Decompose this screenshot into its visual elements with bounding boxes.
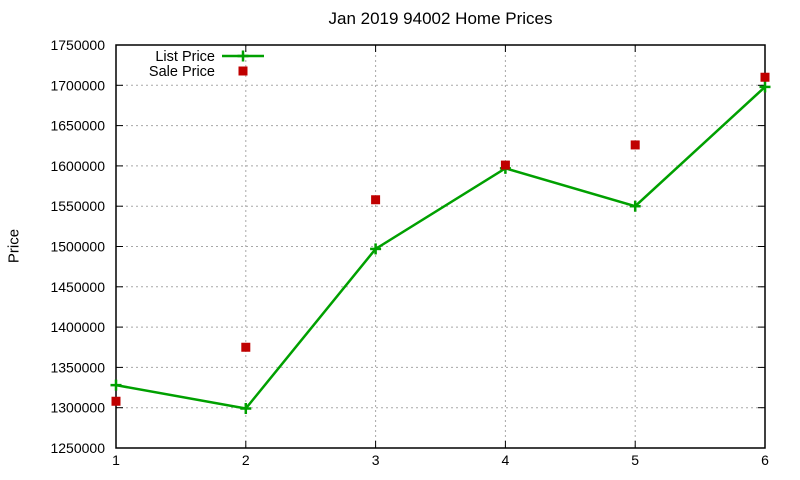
y-tick-label: 1750000 <box>50 37 105 53</box>
y-tick-label: 1400000 <box>50 319 105 335</box>
y-tick-label: 1250000 <box>50 440 105 456</box>
y-tick-label: 1500000 <box>50 239 105 255</box>
marker-square-sale-price <box>630 140 640 150</box>
y-tick-label: 1300000 <box>50 400 105 416</box>
y-tick-label: 1550000 <box>50 198 105 214</box>
marker-square-sale-price <box>371 195 381 205</box>
x-tick-label: 5 <box>631 452 639 468</box>
y-tick-label: 1650000 <box>50 118 105 134</box>
marker-square-sale-price <box>760 72 770 82</box>
marker-square-sale-price <box>241 342 251 352</box>
marker-square-sale-price <box>111 396 121 406</box>
y-tick-label: 1350000 <box>50 359 105 375</box>
y-tick-label: 1700000 <box>50 77 105 93</box>
plot-border <box>115 44 766 449</box>
legend-label-list-price: List Price <box>155 49 215 65</box>
y-tick-label: 1450000 <box>50 279 105 295</box>
chart-title: Jan 2019 94002 Home Prices <box>328 9 553 28</box>
x-tick-label: 6 <box>761 452 769 468</box>
x-tick-label: 3 <box>372 452 380 468</box>
legend-label-sale-price: Sale Price <box>149 64 215 80</box>
y-tick-label: 1600000 <box>50 158 105 174</box>
x-tick-label: 1 <box>112 452 120 468</box>
legend-sample-square-sale-price <box>238 66 248 76</box>
series-line-list-price <box>115 85 766 410</box>
x-tick-label: 2 <box>242 452 250 468</box>
x-tick-label: 4 <box>502 452 510 468</box>
marker-square-sale-price <box>500 160 510 170</box>
